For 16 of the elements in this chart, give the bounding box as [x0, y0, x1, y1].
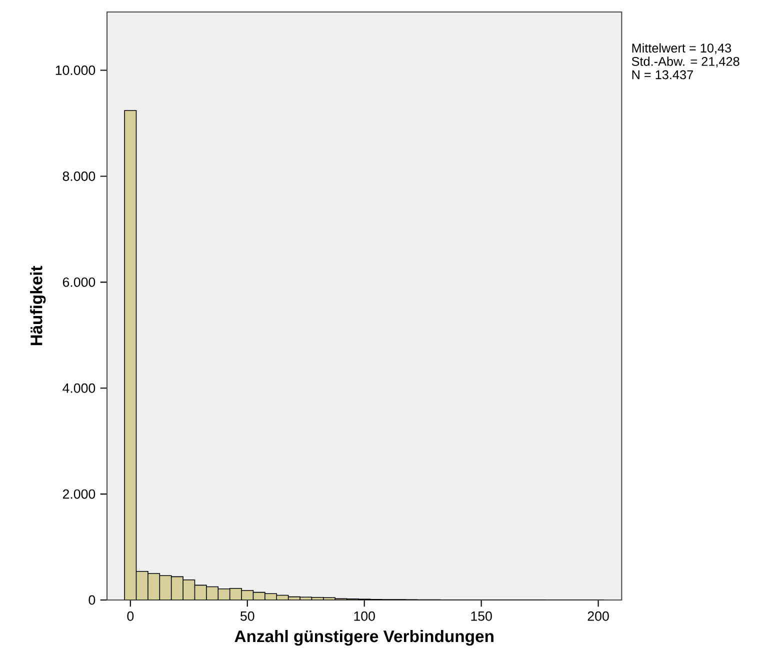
text: N = 13.437 — [632, 70, 693, 80]
x-tick-label: 200 — [588, 611, 609, 621]
x-tick-label: 50 — [240, 611, 254, 621]
y-tick-label: 2.000 — [62, 489, 96, 499]
x-axis-title: Anzahl günstigere Verbindungen — [234, 630, 494, 646]
x-tick-label: 0 — [127, 611, 134, 621]
text: Std.-Abw. = 21,428 — [632, 56, 740, 68]
y-tick-label: 0 — [88, 595, 96, 605]
x-tick-label: 100 — [354, 611, 375, 621]
y-tick-label: 6.000 — [62, 277, 96, 287]
y-tick-label: 10.000 — [56, 66, 96, 75]
y-axis-title: Häufigkeit — [30, 266, 46, 346]
y-tick-label: 4.000 — [62, 383, 96, 393]
text: Mittelwert = 10,43 — [632, 43, 732, 54]
y-tick-label: 8.000 — [62, 172, 96, 181]
x-tick-label: 150 — [471, 611, 492, 621]
